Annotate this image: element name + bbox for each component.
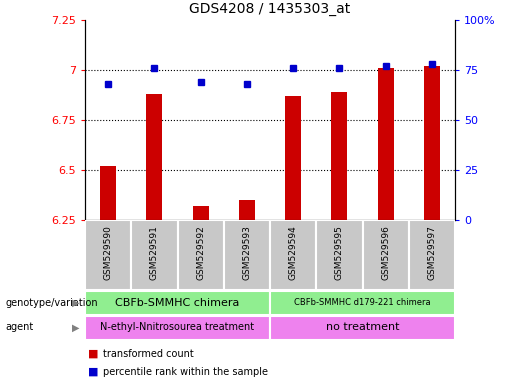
Bar bbox=[85, 291, 270, 314]
Text: GSM529592: GSM529592 bbox=[196, 226, 205, 280]
Bar bbox=[285, 96, 301, 220]
Text: GSM529594: GSM529594 bbox=[288, 226, 298, 280]
Text: ▶: ▶ bbox=[72, 323, 80, 333]
Bar bbox=[409, 220, 455, 290]
Text: no treatment: no treatment bbox=[326, 323, 399, 333]
Text: transformed count: transformed count bbox=[103, 349, 194, 359]
Title: GDS4208 / 1435303_at: GDS4208 / 1435303_at bbox=[190, 2, 351, 16]
Text: ■: ■ bbox=[88, 367, 98, 377]
Text: percentile rank within the sample: percentile rank within the sample bbox=[103, 367, 268, 377]
Bar bbox=[85, 220, 131, 290]
Bar bbox=[85, 316, 270, 339]
Bar bbox=[224, 220, 270, 290]
Text: GSM529591: GSM529591 bbox=[150, 226, 159, 280]
Text: ▶: ▶ bbox=[72, 298, 80, 308]
Bar bbox=[316, 220, 363, 290]
Bar bbox=[178, 220, 224, 290]
Bar bbox=[131, 220, 178, 290]
Bar bbox=[363, 220, 409, 290]
Text: CBFb-SMMHC d179-221 chimera: CBFb-SMMHC d179-221 chimera bbox=[294, 298, 431, 307]
Bar bbox=[424, 66, 440, 220]
Text: GSM529595: GSM529595 bbox=[335, 226, 344, 280]
Text: CBFb-SMMHC chimera: CBFb-SMMHC chimera bbox=[115, 298, 239, 308]
Text: GSM529590: GSM529590 bbox=[104, 226, 113, 280]
Text: N-ethyl-Nnitrosourea treatment: N-ethyl-Nnitrosourea treatment bbox=[100, 323, 254, 333]
Text: agent: agent bbox=[5, 323, 33, 333]
Bar bbox=[100, 166, 116, 220]
Bar bbox=[270, 220, 316, 290]
Bar bbox=[239, 200, 255, 220]
Text: GSM529596: GSM529596 bbox=[381, 226, 390, 280]
Bar bbox=[377, 68, 394, 220]
Text: GSM529597: GSM529597 bbox=[427, 226, 436, 280]
Text: GSM529593: GSM529593 bbox=[243, 226, 251, 280]
Text: genotype/variation: genotype/variation bbox=[5, 298, 98, 308]
Bar bbox=[331, 92, 348, 220]
Bar bbox=[193, 206, 209, 220]
Bar bbox=[270, 316, 455, 339]
Bar bbox=[270, 291, 455, 314]
Text: ■: ■ bbox=[88, 349, 98, 359]
Bar bbox=[146, 94, 162, 220]
